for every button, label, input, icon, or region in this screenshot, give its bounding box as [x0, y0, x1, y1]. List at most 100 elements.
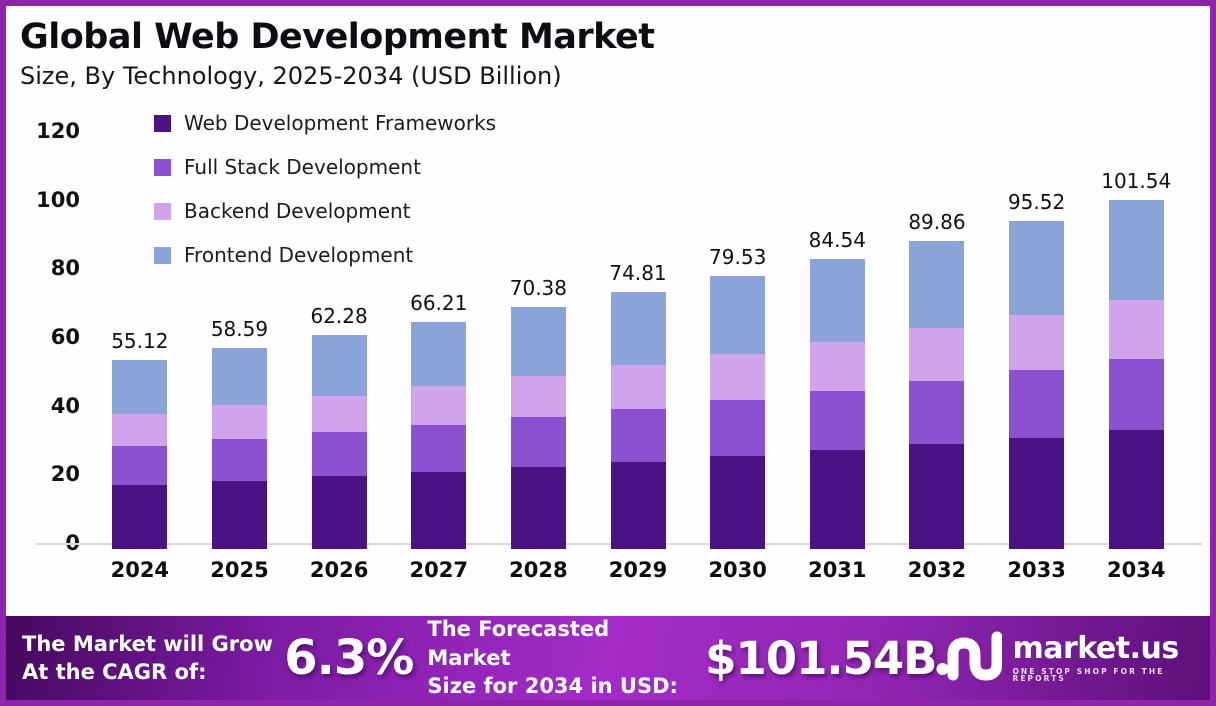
bar-segment-web-development-frameworks [510, 466, 566, 549]
bar-segment-full-stack-development [411, 425, 467, 472]
y-axis: 020406080100120 [6, 106, 80, 612]
x-tick-label: 2029 [608, 558, 668, 582]
y-tick-label: 100 [36, 187, 80, 212]
bar-group: 55.12 [90, 106, 190, 549]
bar-segment-web-development-frameworks [1009, 437, 1065, 549]
bar-segment-backend-development [1009, 314, 1065, 371]
bar-segment-web-development-frameworks [909, 444, 965, 549]
bar-group: 62.28 [289, 106, 389, 549]
bar-segment-full-stack-development [311, 432, 367, 477]
bar-segment-full-stack-development [909, 380, 965, 445]
page-subtitle: Size, By Technology, 2025-2034 (USD Bill… [20, 61, 562, 90]
legend-swatch [154, 246, 171, 264]
bar-segment-web-development-frameworks [311, 476, 367, 549]
legend-item: Backend Development [154, 199, 496, 223]
bar-segment-web-development-frameworks [809, 450, 865, 549]
bar-stack [809, 258, 865, 549]
bar-segment-web-development-frameworks [211, 480, 267, 549]
bar-group: 95.52 [987, 106, 1087, 549]
bar-group: 101.54 [1086, 106, 1186, 549]
legend-item: Full Stack Development [154, 155, 496, 179]
forecast-caption-line1: The Forecasted Market [427, 617, 610, 670]
x-tick-label: 2032 [907, 558, 967, 582]
stacked-bar-chart: 020406080100120 Web Development Framewor… [6, 106, 1210, 612]
bars-area: 55.12 58.59 62.28 66.21 70.38 74.81 79.53 84.54… [90, 106, 1186, 549]
bar-total-label: 74.81 [609, 261, 667, 286]
bar-segment-backend-development [510, 376, 566, 418]
bar-segment-web-development-frameworks [411, 471, 467, 549]
x-tick-label: 2024 [110, 558, 170, 582]
bar-segment-full-stack-development [211, 439, 267, 481]
bar-segment-full-stack-development [1009, 370, 1065, 438]
bar-segment-frontend-development [510, 307, 566, 377]
bar-segment-backend-development [909, 328, 965, 381]
bar-segment-frontend-development [1108, 200, 1164, 300]
bar-segment-web-development-frameworks [112, 484, 168, 549]
x-tick-label: 2027 [409, 558, 468, 582]
bar-stack [311, 335, 367, 549]
bar-segment-backend-development [311, 396, 367, 433]
bar-stack [1108, 200, 1164, 549]
bar-segment-frontend-development [112, 359, 168, 414]
brand-logo: market.us ONE STOP SHOP FOR THE REPORTS [936, 629, 1196, 687]
brand-text: market.us ONE STOP SHOP FOR THE REPORTS [1012, 630, 1190, 683]
bar-segment-full-stack-development [809, 390, 865, 451]
bar-segment-frontend-development [311, 335, 367, 397]
bar-stack [510, 307, 566, 549]
bar-stack [610, 292, 666, 549]
market-us-logo-mark [936, 629, 1003, 687]
x-tick-label: 2033 [1007, 558, 1066, 582]
bar-segment-frontend-development [909, 240, 965, 329]
y-tick-label: 80 [50, 256, 80, 281]
bar-segment-backend-development [112, 413, 168, 446]
bar-group: 70.38 [489, 106, 589, 549]
bar-segment-web-development-frameworks [610, 461, 666, 549]
cagr-caption: The Market will Grow At the CAGR of: [22, 630, 284, 687]
bar-segment-frontend-development [809, 258, 865, 342]
bar-total-label: 89.86 [908, 209, 966, 234]
legend-label: Full Stack Development [184, 155, 421, 179]
bar-stack [710, 275, 766, 549]
bar-group: 89.86 [887, 106, 987, 549]
x-tick-label: 2025 [210, 558, 269, 582]
bar-total-label: 62.28 [310, 304, 368, 329]
bar-stack [211, 347, 267, 549]
legend-label: Web Development Frameworks [184, 111, 497, 135]
bar-total-label: 70.38 [509, 276, 568, 301]
bar-segment-full-stack-development [1108, 359, 1164, 431]
bar-segment-frontend-development [1009, 221, 1065, 315]
legend-swatch [154, 158, 171, 176]
bar-group: 84.54 [787, 106, 887, 549]
bar-total-label: 84.54 [808, 227, 866, 252]
x-axis-labels: 2024 2025 2026 2027 2028 2029 2030 2031 2032 2033… [90, 558, 1186, 582]
x-tick-label: 2034 [1107, 558, 1166, 582]
x-tick-label: 2026 [309, 558, 369, 582]
bar-segment-backend-development [1108, 299, 1164, 360]
legend-label: Frontend Development [184, 243, 414, 267]
legend-swatch [154, 114, 171, 132]
bar-stack [112, 359, 168, 549]
brand-tagline: ONE STOP SHOP FOR THE REPORTS [1012, 666, 1165, 683]
brand-name: market.us [1012, 630, 1179, 666]
cagr-caption-line1: The Market will Grow [22, 631, 273, 656]
bar-group: 74.81 [588, 106, 688, 549]
page-title: Global Web Development Market [20, 17, 655, 57]
bar-total-label: 79.53 [709, 244, 767, 269]
bar-stack [909, 240, 965, 549]
bar-segment-backend-development [211, 405, 267, 440]
bar-group: 79.53 [688, 106, 788, 549]
bar-segment-backend-development [411, 386, 467, 426]
legend-item: Web Development Frameworks [154, 111, 497, 135]
bar-segment-web-development-frameworks [1108, 430, 1164, 549]
bar-segment-backend-development [610, 365, 666, 409]
bar-stack [411, 321, 467, 549]
bar-total-label: 55.12 [111, 328, 169, 353]
y-tick-label: 120 [36, 119, 80, 143]
bar-segment-backend-development [809, 341, 865, 391]
bar-segment-backend-development [710, 353, 766, 401]
bar-total-label: 95.52 [1007, 190, 1066, 215]
header: Global Web Development Market Size, By T… [6, 6, 1210, 90]
forecast-value: $101.54B [705, 631, 937, 685]
x-tick-label: 2028 [509, 558, 568, 582]
bar-segment-frontend-development [710, 275, 766, 354]
